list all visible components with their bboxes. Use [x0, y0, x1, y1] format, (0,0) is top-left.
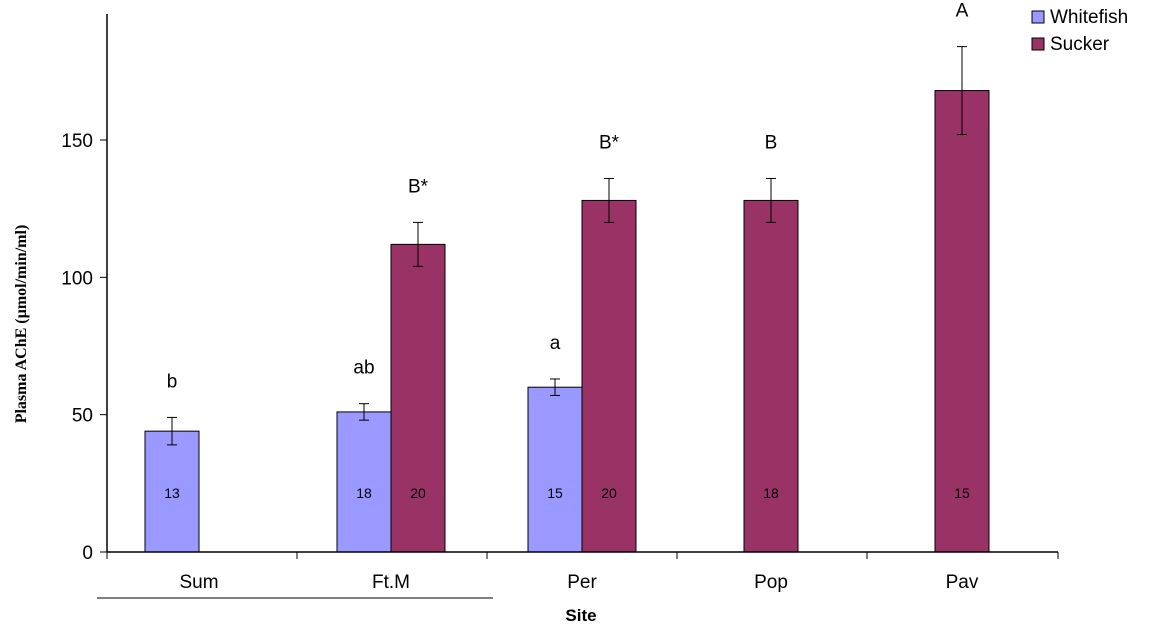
sample-size-label: 15 [547, 485, 563, 501]
bar-sucker-1 [390, 243, 446, 553]
significance-label: A [956, 1, 969, 22]
axes-layer: 0 50 100 150 Sum Ft.M Per Pop Pav [61, 14, 1059, 599]
legend-label-sucker: Sucker [1050, 34, 1110, 55]
x-tick-label: Pav [946, 572, 979, 593]
x-tick-label: Per [567, 572, 597, 593]
error-bars-layer [167, 46, 967, 446]
significance-label: ab [353, 358, 374, 379]
bar-whitefish-1 [336, 411, 392, 553]
significance-label: a [550, 333, 561, 354]
legend: Whitefish Sucker [1031, 7, 1128, 55]
y-tick-label: 0 [82, 543, 93, 564]
sample-size-label: 20 [410, 485, 426, 501]
x-tick-label: Sum [179, 572, 218, 593]
legend-swatch-sucker [1031, 37, 1045, 51]
legend-swatch-whitefish [1031, 10, 1045, 24]
y-tick-label: 50 [72, 406, 93, 427]
bar-sucker-4 [934, 90, 990, 553]
x-axis-label: Site [565, 606, 596, 625]
bar-whitefish-0 [144, 430, 200, 553]
significance-label: B* [408, 176, 429, 197]
y-tick-label: 150 [61, 131, 93, 152]
sample-size-label: 18 [356, 485, 372, 501]
labels-layer: 13 b 18 ab 20 B* 15 a 20 B* 18 B 15 A [164, 1, 970, 501]
bar-whitefish-2 [527, 386, 583, 553]
sample-size-label: 13 [164, 485, 180, 501]
x-tick-label: Pop [754, 572, 788, 593]
significance-label: B [765, 132, 778, 153]
bar-sucker-2 [581, 199, 637, 553]
y-tick-label: 100 [61, 268, 93, 289]
sample-size-label: 18 [763, 485, 779, 501]
significance-label: B* [599, 132, 620, 153]
significance-label: b [167, 371, 178, 392]
sample-size-label: 15 [954, 485, 970, 501]
x-tick-label: Ft.M [372, 572, 410, 593]
legend-label-whitefish: Whitefish [1050, 7, 1128, 28]
y-axis-label: Plasma AChE (µmol/min/ml) [13, 225, 30, 424]
sample-size-label: 20 [601, 485, 617, 501]
bars-layer [144, 90, 990, 553]
